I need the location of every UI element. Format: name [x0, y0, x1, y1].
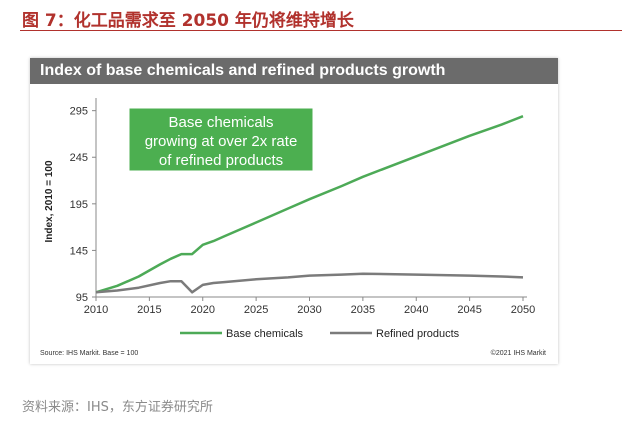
x-tick-label: 2035 [351, 304, 375, 316]
x-tick-label: 2025 [244, 304, 268, 316]
annotation-text-line: of refined products [159, 152, 283, 169]
source-note: 资料来源：IHS，东方证券研究所 [22, 400, 213, 415]
y-tick-label: 195 [70, 199, 88, 211]
chart-title: Index of base chemicals and refined prod… [30, 58, 558, 84]
y-tick-label: 245 [70, 152, 88, 164]
legend-label: Base chemicals [226, 328, 304, 340]
annotation-text-line: growing at over 2x rate [145, 133, 298, 150]
title-divider [20, 30, 622, 31]
annotation-text-line: Base chemicals [168, 114, 273, 131]
y-axis-label: Index, 2010 = 100 [44, 160, 55, 242]
chart-footnote-source: Source: IHS Markit. Base = 100 [40, 350, 139, 357]
chart-footnote-copyright: ©2021 IHS Markit [490, 350, 546, 357]
x-tick-label: 2020 [191, 304, 215, 316]
annotation-box [128, 107, 314, 172]
y-tick-label: 95 [76, 292, 88, 304]
line-chart: 95 145 195 245 295 2010 2015 2020 2025 2030 2035 20… [44, 98, 535, 340]
x-tick-label: 2050 [511, 304, 535, 316]
x-tick-label: 2030 [297, 304, 321, 316]
series-line-base-chemicals [95, 115, 524, 294]
figure-title: 图 7：化工品需求至 2050 年仍将维持增长 [22, 11, 354, 31]
y-tick-label: 145 [70, 245, 88, 257]
x-tick-label: 2045 [457, 304, 481, 316]
x-tick-label: 2010 [84, 304, 108, 316]
x-tick-label: 2015 [137, 304, 161, 316]
legend-label: Refined products [376, 328, 460, 340]
x-tick-label: 2040 [404, 304, 428, 316]
chart-card: Index of base chemicals and refined prod… [30, 58, 558, 364]
series-line-refined-products [95, 272, 524, 294]
y-tick-label: 295 [70, 106, 88, 118]
